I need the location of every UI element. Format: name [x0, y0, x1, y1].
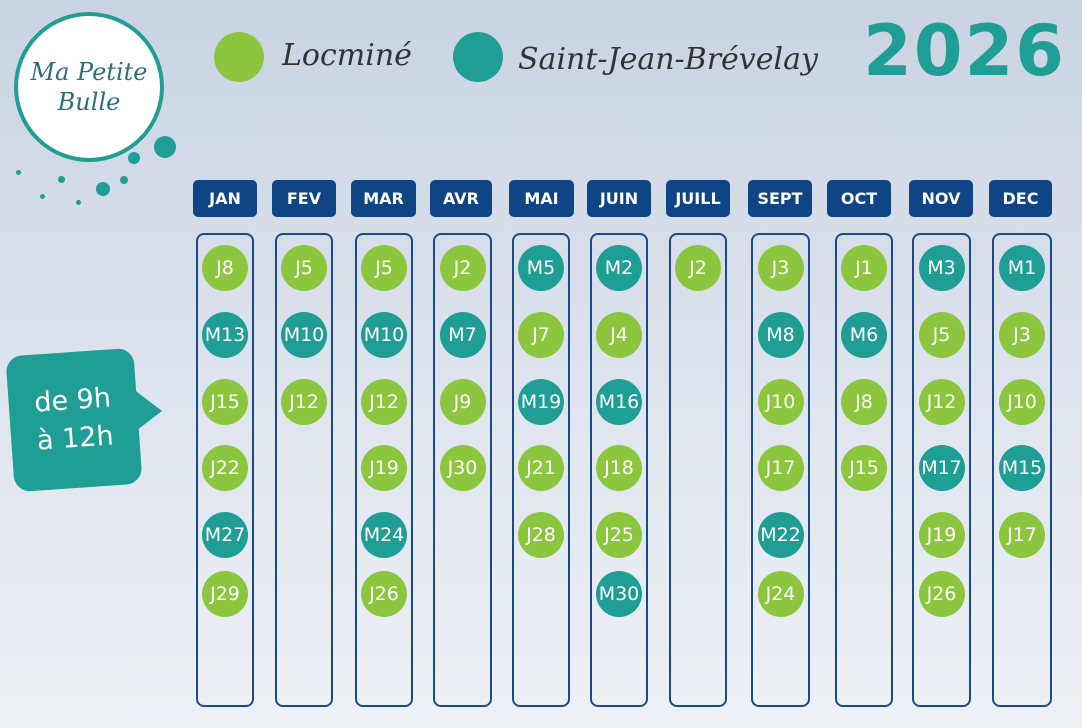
decor-dot — [96, 182, 110, 196]
date-badge: J17 — [999, 512, 1045, 558]
date-badge: J9 — [439, 379, 486, 425]
decor-dot — [128, 152, 140, 164]
date-badge: J5 — [918, 312, 965, 358]
date-badge: J2 — [439, 245, 486, 291]
date-badge: M3 — [918, 245, 965, 291]
date-badge: M5 — [518, 245, 564, 291]
decor-dot — [16, 170, 21, 175]
date-badge: J15 — [841, 445, 887, 491]
month-column-jan — [196, 233, 254, 707]
month-column-fev — [275, 233, 333, 707]
date-badge: M6 — [841, 312, 887, 358]
hours-bubble: de 9h à 12h — [5, 347, 143, 493]
month-header-sept: SEPT — [748, 180, 812, 217]
month-header-nov: NOV — [909, 180, 973, 217]
date-badge: J12 — [361, 379, 407, 425]
decor-dot — [58, 176, 65, 183]
date-badge: M8 — [757, 312, 804, 358]
date-badge: J30 — [439, 445, 486, 491]
date-badge: J5 — [361, 245, 407, 291]
legend-dot-locmine — [214, 32, 264, 82]
date-badge: J4 — [596, 312, 642, 358]
decor-dot — [40, 194, 45, 199]
date-badge: J5 — [281, 245, 327, 291]
month-column-dec — [992, 233, 1052, 707]
date-badge: J19 — [918, 512, 965, 558]
date-badge: M22 — [757, 512, 804, 558]
month-header-juill: JUILL — [666, 180, 730, 217]
legend-label-saint-jean: Saint-Jean-Brévelay — [518, 42, 818, 77]
month-header-mai: MAI — [509, 180, 574, 217]
date-badge: J22 — [202, 445, 248, 491]
month-header-mar: MAR — [351, 180, 416, 217]
date-badge: M10 — [281, 312, 327, 358]
date-badge: J18 — [596, 445, 642, 491]
logo-line2: Bulle — [57, 88, 121, 116]
date-badge: J26 — [918, 571, 965, 617]
month-column-mar — [355, 233, 413, 707]
date-badge: J12 — [918, 379, 965, 425]
date-badge: J10 — [757, 379, 804, 425]
logo: Ma Petite Bulle — [14, 12, 164, 162]
date-badge: J15 — [202, 379, 248, 425]
decor-dot — [154, 136, 176, 158]
date-badge: M30 — [596, 571, 642, 617]
month-column-mai — [512, 233, 570, 707]
date-badge: J25 — [596, 512, 642, 558]
date-badge: J3 — [757, 245, 804, 291]
date-badge: J8 — [202, 245, 248, 291]
month-header-juin: JUIN — [587, 180, 651, 217]
month-header-fev: FEV — [272, 180, 336, 217]
date-badge: J8 — [841, 379, 887, 425]
date-badge: J2 — [675, 245, 721, 291]
month-column-juin — [590, 233, 648, 707]
month-column-oct — [835, 233, 893, 707]
month-column-nov — [912, 233, 971, 707]
date-badge: J21 — [518, 445, 564, 491]
month-header-dec: DEC — [989, 180, 1052, 217]
hours-line1: de 9h — [33, 382, 112, 419]
decor-dot — [76, 200, 81, 205]
decor-dot — [120, 176, 128, 184]
date-badge: M16 — [596, 379, 642, 425]
month-header-oct: OCT — [827, 180, 891, 217]
date-badge: J24 — [757, 571, 804, 617]
date-badge: J17 — [757, 445, 804, 491]
date-badge: M24 — [361, 512, 407, 558]
date-badge: J12 — [281, 379, 327, 425]
date-badge: M1 — [999, 245, 1045, 291]
month-column-avr — [433, 233, 492, 707]
date-badge: J10 — [999, 379, 1045, 425]
date-badge: J26 — [361, 571, 407, 617]
legend-dot-saint-jean — [453, 32, 503, 82]
date-badge: M19 — [518, 379, 564, 425]
date-badge: M15 — [999, 445, 1045, 491]
date-badge: M2 — [596, 245, 642, 291]
year-title: 2026 — [863, 10, 1066, 92]
date-badge: J28 — [518, 512, 564, 558]
date-badge: J7 — [518, 312, 564, 358]
date-badge: J1 — [841, 245, 887, 291]
month-column-sept — [751, 233, 810, 707]
date-badge: M7 — [439, 312, 486, 358]
logo-line1: Ma Petite — [30, 58, 148, 86]
month-header-avr: AVR — [430, 180, 492, 217]
date-badge: J29 — [202, 571, 248, 617]
hours-line2: à 12h — [35, 420, 115, 457]
date-badge: M27 — [202, 512, 248, 558]
date-badge: M10 — [361, 312, 407, 358]
date-badge: M13 — [202, 312, 248, 358]
date-badge: M17 — [918, 445, 965, 491]
date-badge: J3 — [999, 312, 1045, 358]
month-header-jan: JAN — [193, 180, 257, 217]
legend-label-locmine: Locminé — [282, 38, 412, 73]
month-column-juill — [669, 233, 727, 707]
date-badge: J19 — [361, 445, 407, 491]
